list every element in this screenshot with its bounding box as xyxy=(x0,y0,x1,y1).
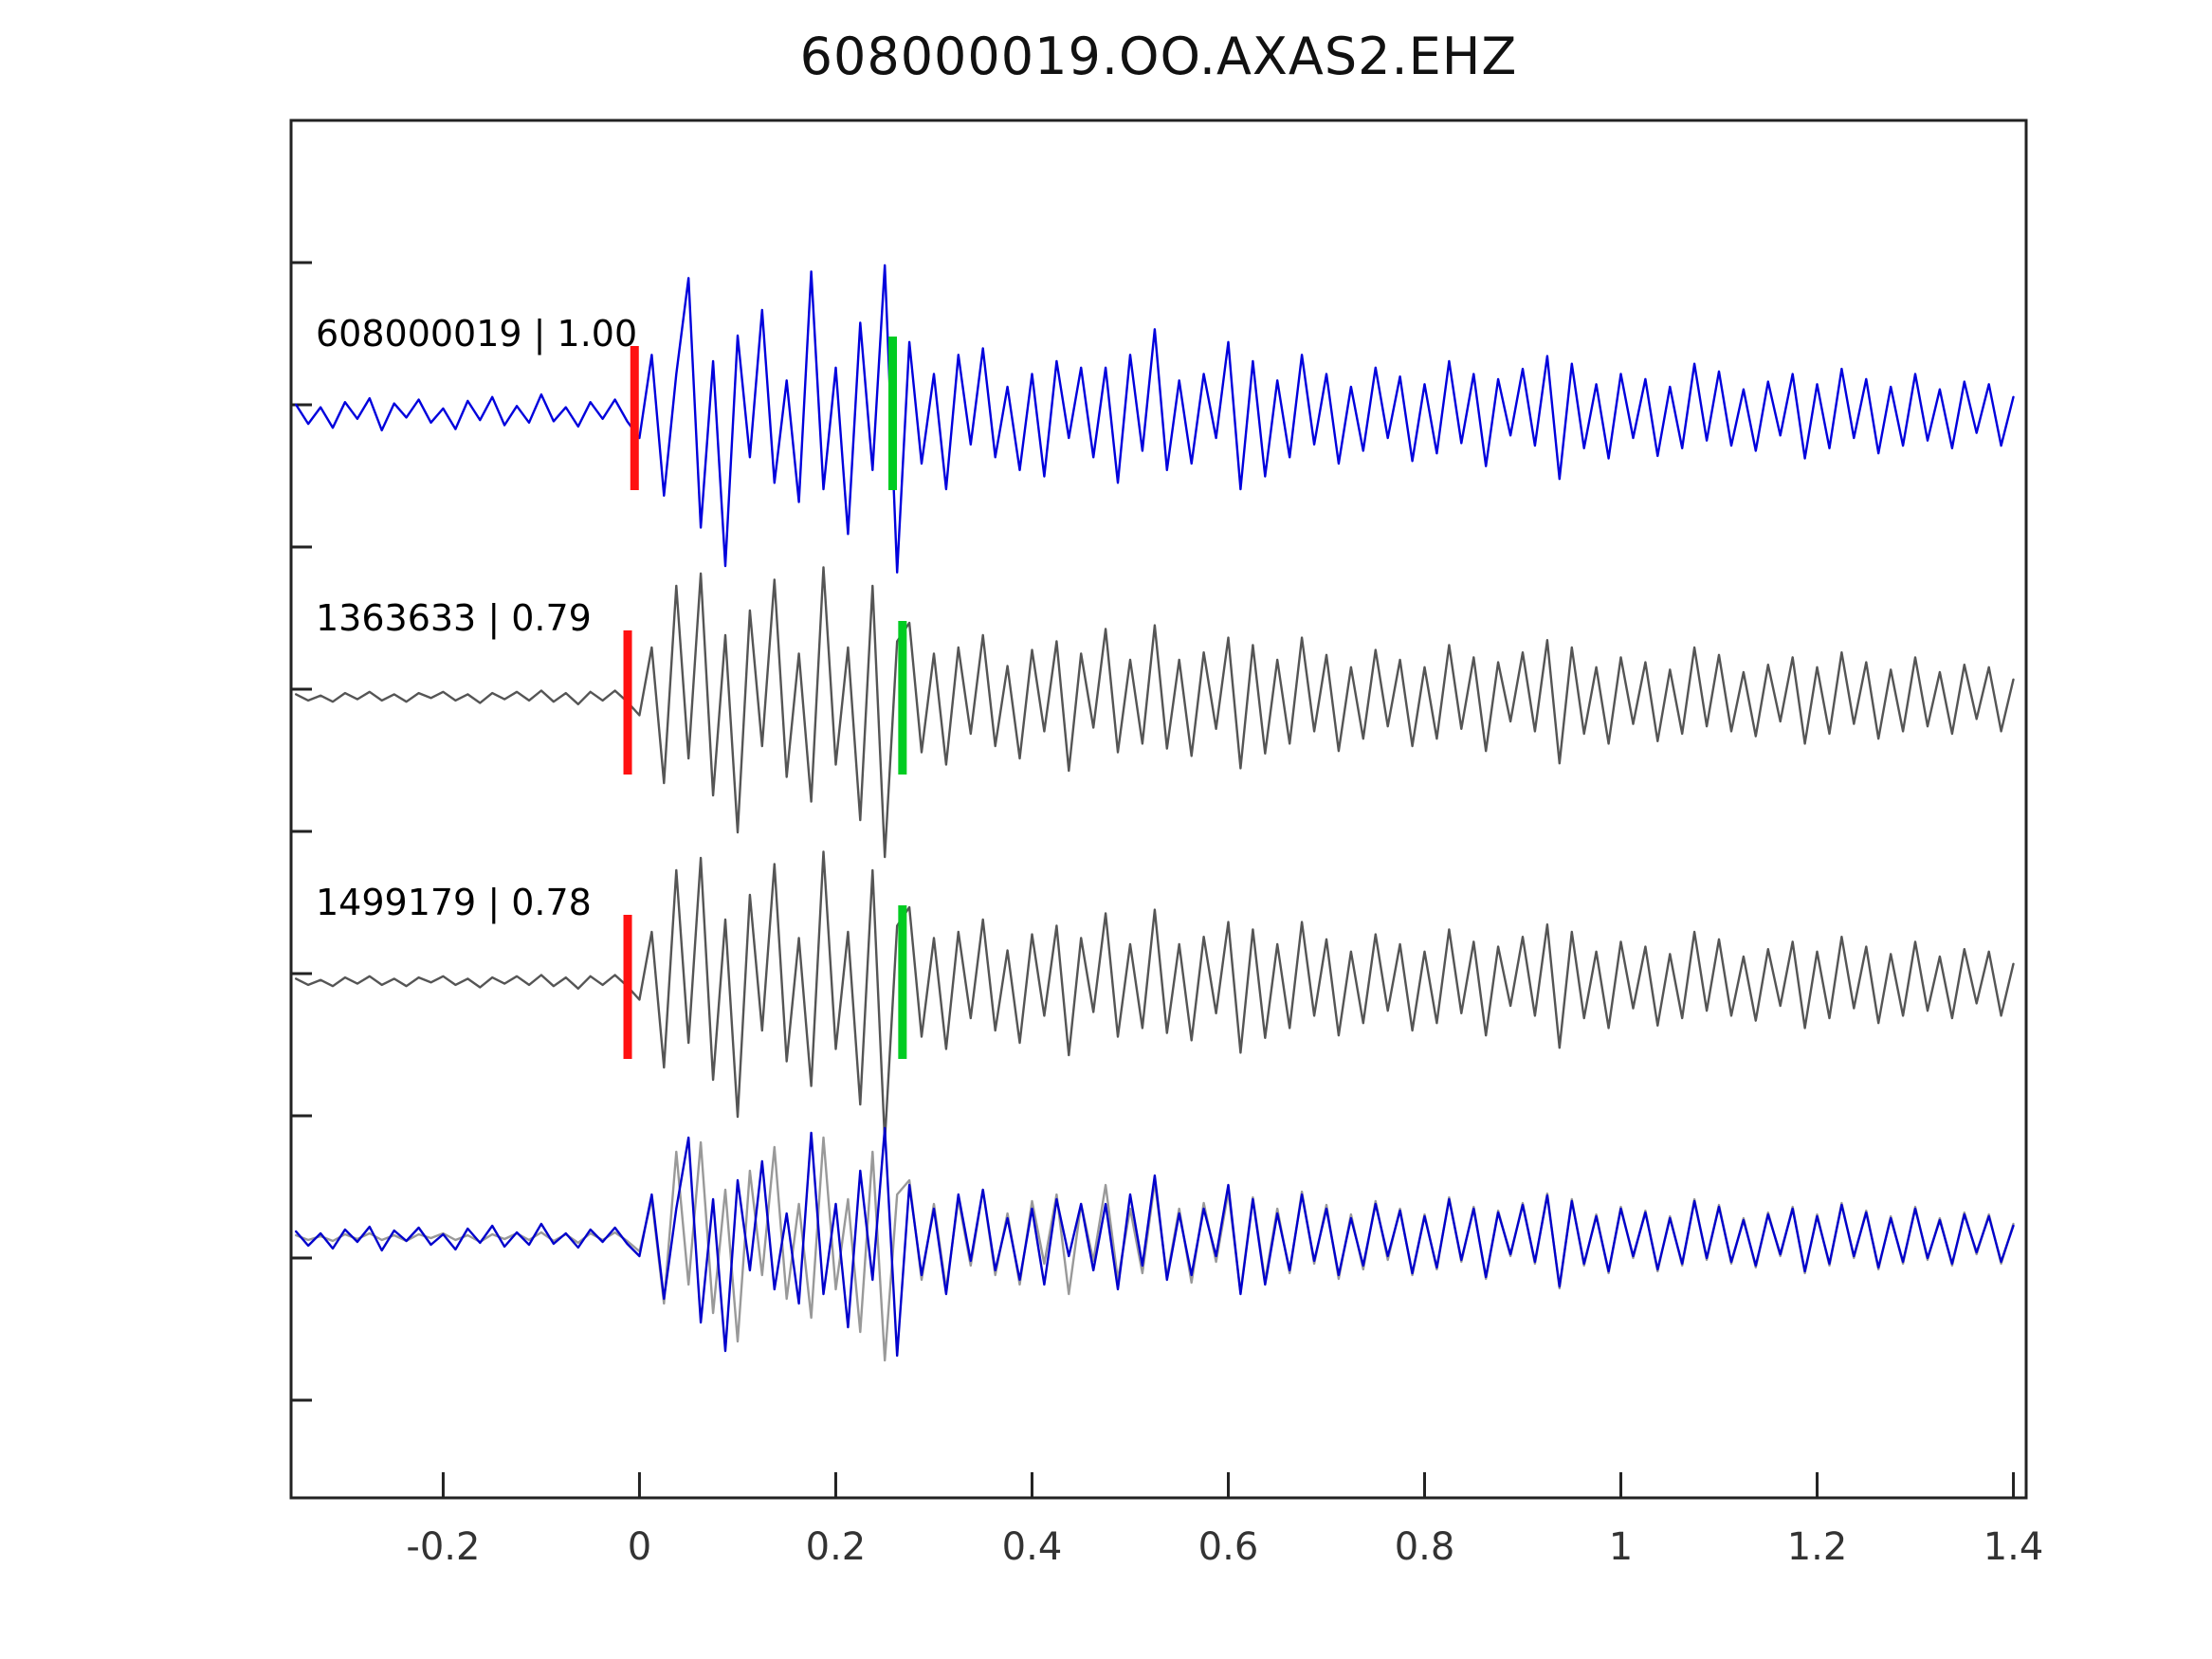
x-tick-label: 0.6 xyxy=(1198,1525,1259,1569)
x-tick-label: 0 xyxy=(628,1525,651,1569)
pick-marker-red xyxy=(630,346,639,490)
trace-label: 1363633 | 0.79 xyxy=(316,597,592,640)
x-tick-label: 1.2 xyxy=(1787,1525,1848,1569)
x-tick-label: 1.4 xyxy=(1983,1525,2044,1569)
x-tick-label: 0.8 xyxy=(1395,1525,1455,1569)
waveform-trace xyxy=(295,264,2015,574)
x-tick-label: 0.2 xyxy=(806,1525,867,1569)
pick-marker-green xyxy=(898,621,907,775)
trace-label: 1499179 | 0.78 xyxy=(316,882,592,924)
x-tick-label: 1 xyxy=(1609,1525,1633,1569)
pick-marker-green xyxy=(898,905,907,1059)
pick-marker-red xyxy=(623,630,632,775)
figure-title: 608000019.OO.AXAS2.EHZ xyxy=(799,27,1518,86)
waveform-trace xyxy=(295,1126,2015,1358)
waveform-trace xyxy=(295,850,2015,1143)
trace-label: 608000019 | 1.00 xyxy=(316,313,637,356)
x-tick-label: -0.2 xyxy=(406,1525,480,1569)
axis-border xyxy=(289,118,2028,1500)
waveform-trace xyxy=(295,1136,2015,1362)
pick-marker-green xyxy=(887,337,897,490)
waveform-trace xyxy=(295,566,2015,859)
pick-marker-red xyxy=(623,915,632,1059)
x-tick-label: 0.4 xyxy=(1002,1525,1063,1569)
